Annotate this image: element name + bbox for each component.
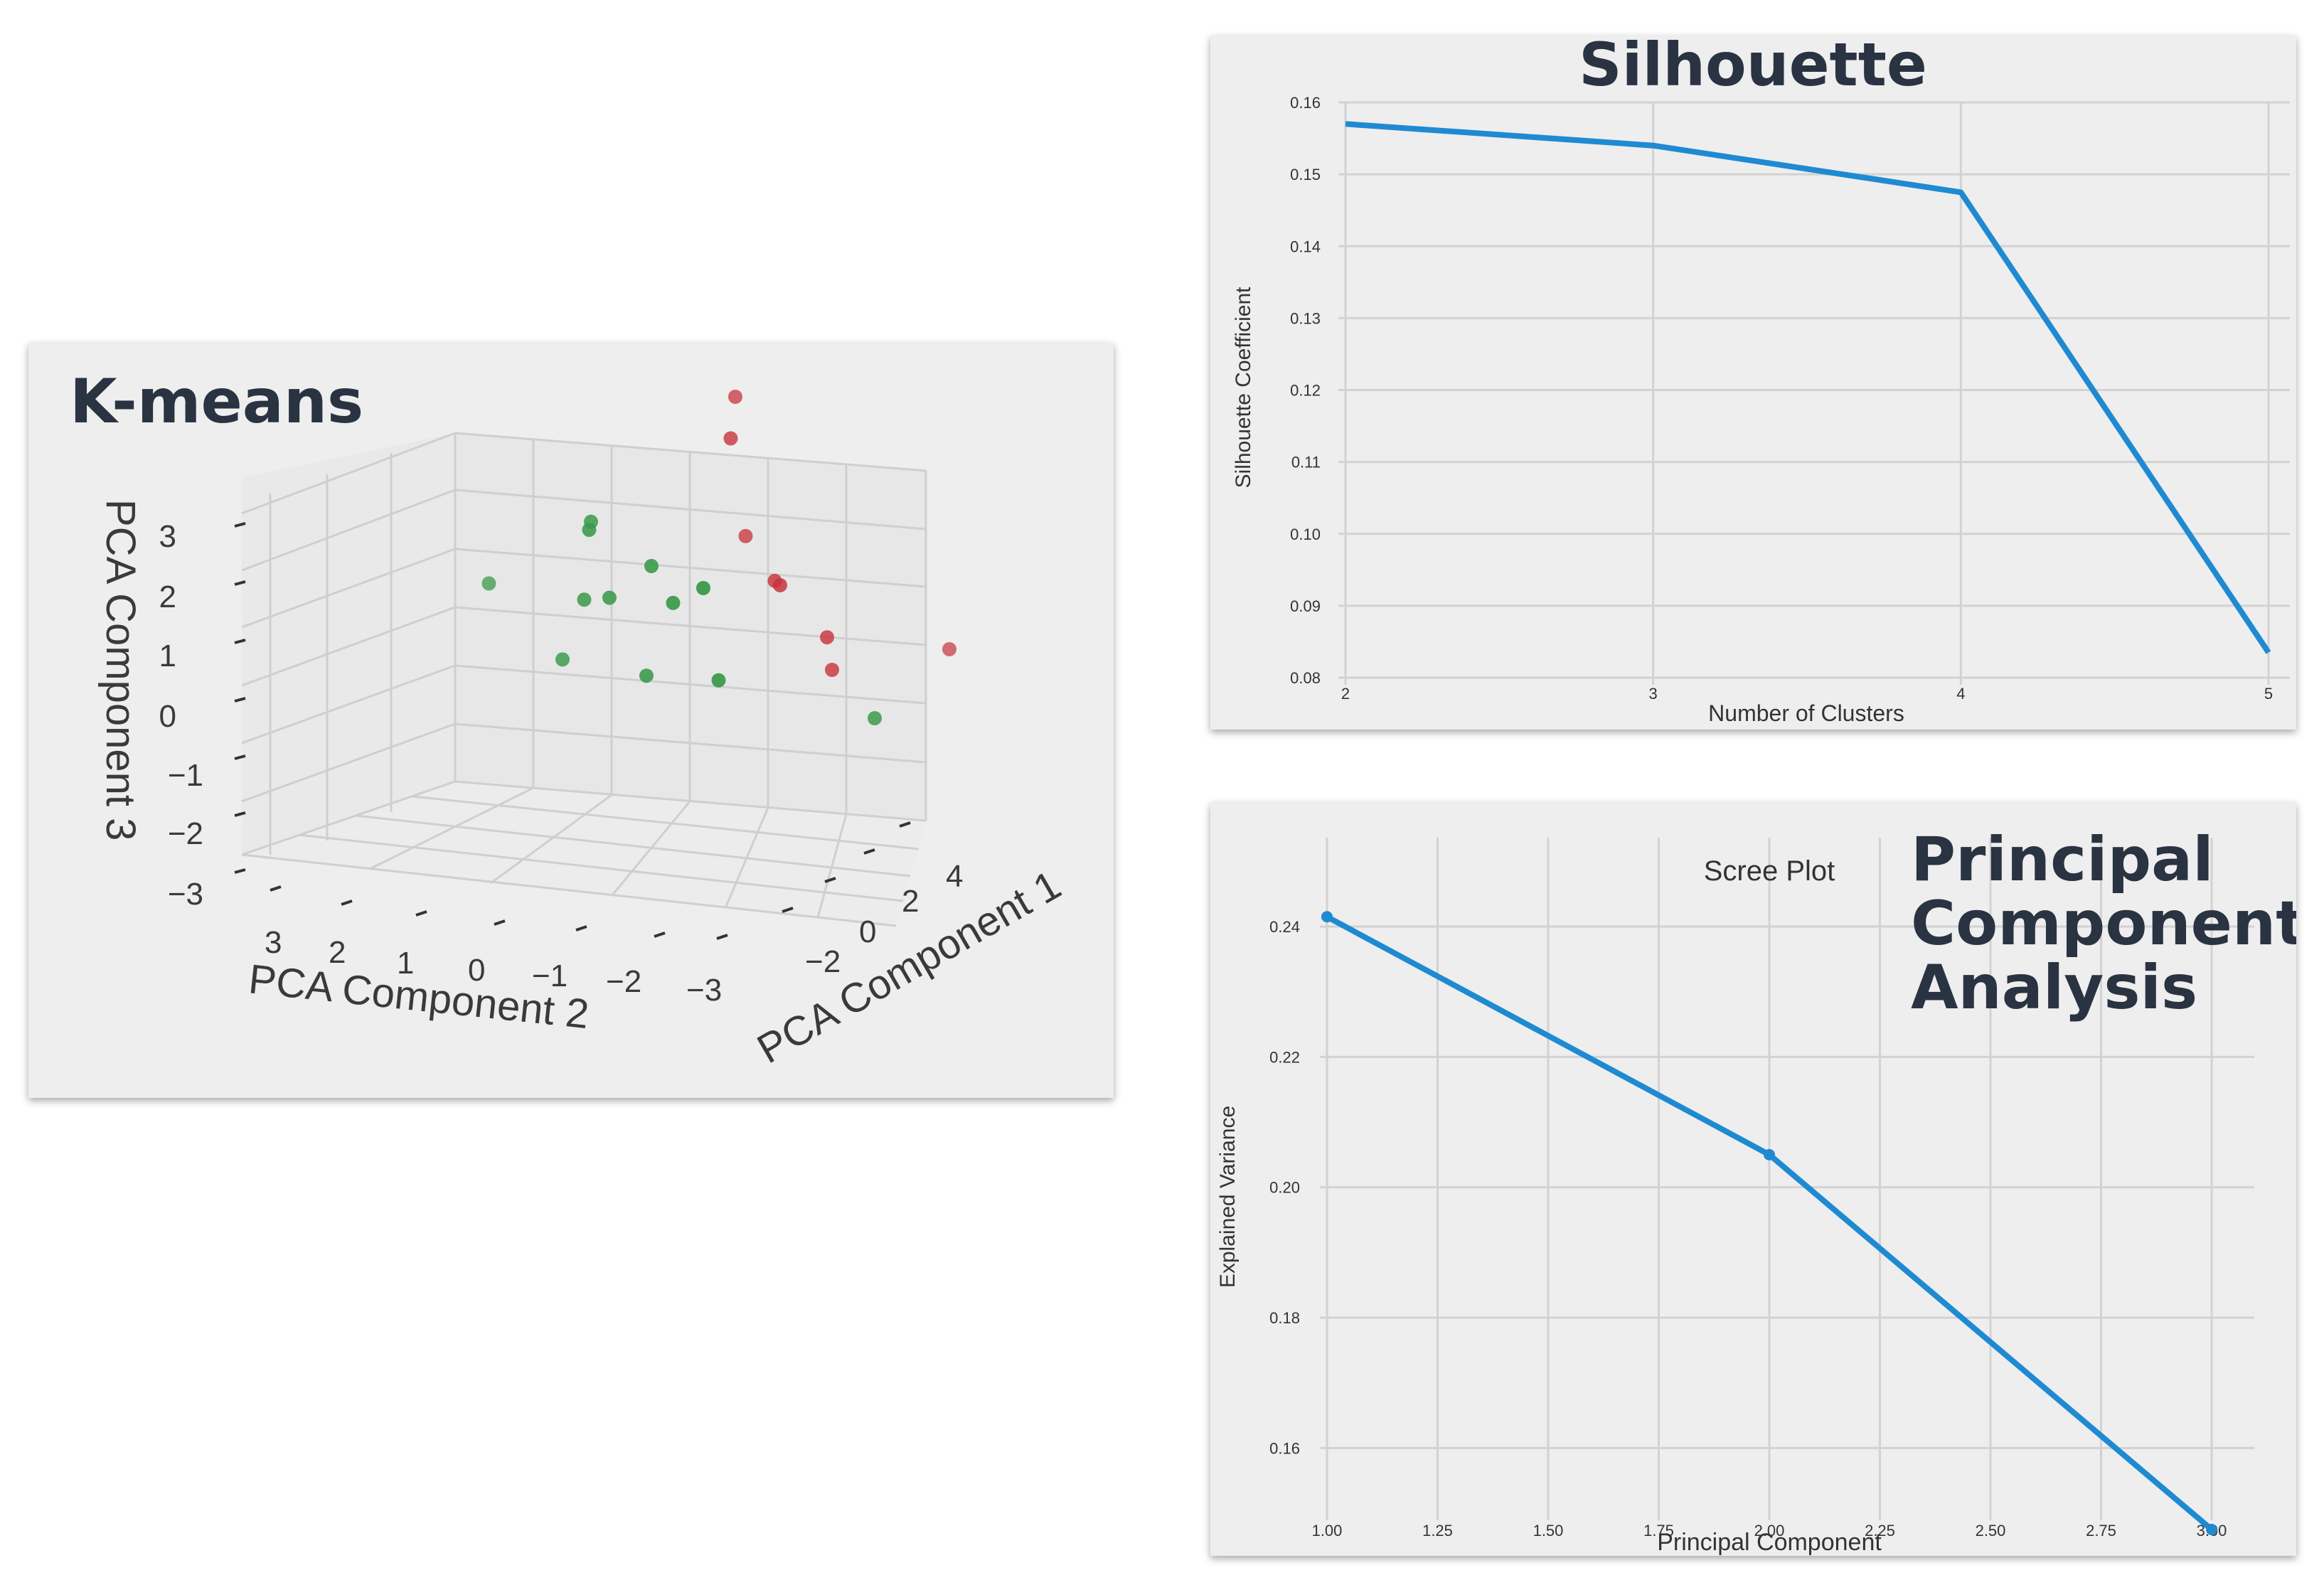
y-tick: 3 [265,925,282,960]
kmeans-chart: K-means 3 2 1 0 −1 −2 −3 PCA Component 3… [70,366,1069,1072]
y-tick: 0 [468,953,485,988]
scree-series [1321,911,2217,1535]
kmeans-panel: K-means 3 2 1 0 −1 −2 −3 PCA Component 3… [28,343,1114,1098]
z-tick: −3 [168,877,203,912]
x-tick: 0 [859,914,876,949]
pca-title-line-2: Component [1911,888,2296,959]
x-tick: −2 [805,944,841,979]
kmeans-y-ticks: 3 2 1 0 −1 −2 −3 [265,925,722,1008]
y-tick: −2 [606,964,641,999]
x-tick: 4 [946,859,963,894]
y-tick-label: 0.09 [1290,597,1321,615]
y-tick-label: 0.24 [1269,918,1300,936]
cluster-green-point [711,673,726,688]
cluster-green-point [639,668,654,683]
y-tick-label: 0.10 [1290,525,1321,543]
kmeans-x-ticks: 4 2 0 −2 [805,859,963,979]
y-tick-label: 0.22 [1269,1048,1300,1066]
z-tick: 1 [159,639,176,673]
x-tick-label: 1.25 [1422,1522,1453,1539]
scree-panel: 0.24 0.22 0.20 0.18 0.16 1.00 1.25 1.50 1.75 2.0… [1210,802,2296,1556]
pca-title-line-3: Analysis [1911,952,2197,1023]
cluster-red-point [728,390,742,404]
scree-grid [1320,838,2254,1520]
cluster-red-point [820,630,834,645]
y-tick-label: 0.20 [1269,1179,1300,1197]
x-tick-label: 2 [1341,685,1350,703]
x-tick-label: 5 [2264,685,2273,703]
kmeans-3d-grid [234,432,927,940]
silhouette-chart: 0.16 0.15 0.14 0.13 0.12 0.11 0.10 0.09 0.08 2 3 4… [1232,36,2290,726]
cluster-green-point [644,559,659,573]
series-marker [1764,1148,1775,1160]
x-tick-label: 2.25 [1865,1522,1895,1539]
silhouette-panel: 0.16 0.15 0.14 0.13 0.12 0.11 0.10 0.09 0.08 2 3 4… [1210,36,2296,730]
y-tick-label: 0.12 [1290,382,1321,400]
x-tick-label: 1.00 [1312,1522,1343,1539]
cluster-green-point [582,523,597,538]
cluster-red-point [825,663,839,677]
y-tick-label: 0.11 [1291,454,1321,471]
y-tick-label: 0.08 [1290,669,1321,687]
silhouette-ylabel: Silhouette Coefficient [1232,287,1255,489]
y-tick: 1 [397,946,414,981]
x-tick-label: 3 [1649,685,1658,703]
series-marker [2206,1523,2217,1535]
z-tick: 2 [159,580,176,614]
cluster-green-point [666,595,681,610]
cluster-green-point [481,576,496,591]
series-marker [1321,911,1333,923]
cluster-green-point [696,581,710,595]
scree-title: Scree Plot [1704,855,1835,887]
kmeans-points [481,390,956,725]
cluster-green-point [577,592,592,607]
cluster-green-point [555,652,570,667]
silhouette-xlabel: Number of Clusters [1708,700,1904,726]
silhouette-y-ticks: 0.16 0.15 0.14 0.13 0.12 0.11 0.10 0.09 0.08 [1290,94,1321,687]
cluster-red-point [723,431,738,446]
pca-title-line-1: Principal [1911,824,2214,895]
y-tick-label: 0.16 [1269,1439,1300,1457]
x-tick-label: 2.75 [2086,1522,2116,1539]
z-tick: 0 [159,699,176,734]
y-tick-label: 0.13 [1290,309,1321,327]
x-tick-label: 1.50 [1533,1522,1564,1539]
series-line [1345,121,2271,654]
scree-xlabel: Principal Component [1657,1529,1882,1556]
cluster-green-point [868,711,882,725]
y-tick-label: 0.18 [1269,1309,1300,1327]
cluster-red-point [738,528,753,543]
scree-y-ticks: 0.24 0.22 0.20 0.18 0.16 [1269,918,1300,1457]
z-tick: 3 [159,519,176,554]
kmeans-title: K-means [70,366,363,437]
x-tick-label: 4 [1956,685,1965,703]
y-tick: −1 [532,959,567,993]
silhouette-grid [1338,101,2290,685]
silhouette-series [1345,121,2271,654]
scree-chart: 0.24 0.22 0.20 0.18 0.16 1.00 1.25 1.50 1.75 2.0… [1216,824,2296,1556]
cluster-red-point [942,642,956,656]
y-tick-label: 0.15 [1290,166,1321,183]
x-tick-label: 2.00 [1754,1522,1785,1539]
y-tick: 2 [329,935,346,970]
kmeans-zlabel: PCA Component 3 [97,499,144,840]
kmeans-z-ticks: 3 2 1 0 −1 −2 −3 [159,519,203,912]
y-tick-label: 0.14 [1290,238,1321,255]
y-tick-label: 0.16 [1290,94,1321,112]
x-tick: 2 [902,884,919,919]
silhouette-title: Silhouette [1579,36,1927,100]
z-tick: −1 [168,758,203,793]
x-tick-label: 2.50 [1976,1522,2006,1539]
z-tick: −2 [168,816,203,851]
scree-x-ticks: 1.001.251.501.752.002.252.502.753.00 [1312,1522,2227,1539]
silhouette-x-ticks: 2 3 4 5 [1341,685,2273,703]
cluster-green-point [602,590,617,605]
y-tick: −3 [686,973,722,1008]
cluster-red-point [773,578,787,592]
x-tick-label: 1.75 [1643,1522,1674,1539]
scree-ylabel: Explained Variance [1216,1106,1240,1288]
